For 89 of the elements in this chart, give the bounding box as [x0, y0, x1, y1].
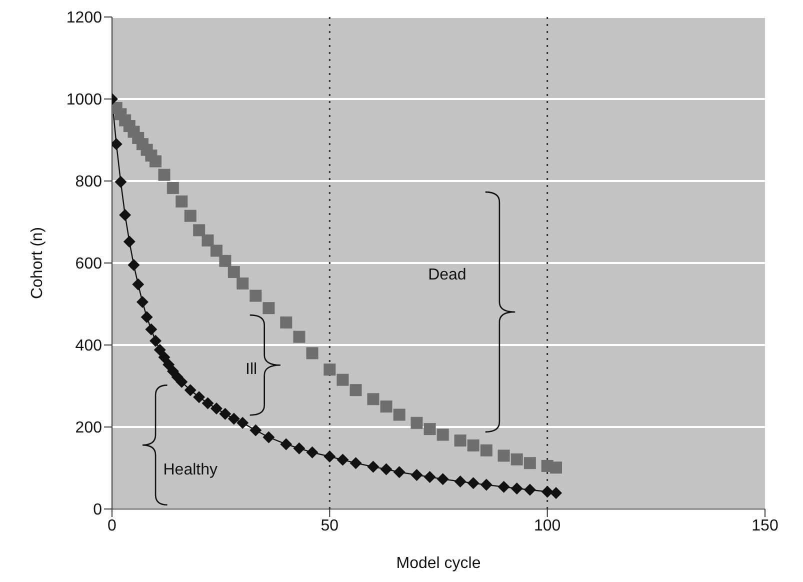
point	[162, 358, 175, 371]
point	[176, 196, 188, 208]
x-tick-label: 150	[752, 517, 778, 534]
point	[280, 438, 292, 450]
point	[293, 330, 306, 343]
point	[150, 334, 162, 347]
point	[454, 434, 466, 447]
point	[193, 224, 206, 236]
point	[293, 442, 306, 454]
y-tick-label: 600	[75, 256, 102, 273]
x-tick-label: 100	[534, 517, 561, 534]
annotation: Healthy	[163, 461, 218, 478]
point	[219, 254, 232, 267]
point	[123, 236, 136, 248]
point	[336, 374, 349, 386]
y-axis-title: Cohort (n)	[29, 226, 46, 300]
point	[262, 431, 275, 444]
point	[524, 457, 536, 470]
annotation: Dead	[428, 266, 466, 284]
point	[324, 450, 336, 463]
point	[380, 463, 392, 476]
point	[306, 347, 318, 360]
y-tick-label: 800	[75, 174, 102, 191]
point	[410, 416, 423, 429]
point	[367, 393, 380, 406]
point	[140, 311, 153, 324]
y-tick-label: 0	[93, 502, 102, 519]
point	[250, 424, 262, 436]
point	[454, 476, 466, 488]
point	[467, 477, 480, 490]
point	[380, 400, 392, 412]
point	[541, 486, 554, 498]
point	[154, 344, 166, 356]
point	[524, 484, 536, 496]
point	[350, 384, 362, 396]
point	[236, 278, 249, 290]
point	[250, 290, 262, 302]
point	[145, 323, 158, 336]
point	[119, 209, 132, 222]
point	[324, 364, 336, 376]
point	[132, 278, 144, 290]
point	[158, 168, 170, 181]
y-tick-label: 1200	[66, 10, 102, 27]
point	[184, 210, 196, 222]
point	[202, 234, 214, 246]
point	[184, 384, 196, 396]
y-tick-label: 400	[75, 338, 102, 355]
point	[510, 453, 523, 466]
point	[228, 266, 240, 278]
point	[550, 462, 562, 474]
point	[424, 471, 436, 484]
point	[228, 412, 240, 425]
point	[467, 439, 480, 452]
point	[393, 466, 406, 478]
point	[350, 457, 362, 470]
annotation: Ill	[246, 361, 258, 378]
point	[393, 408, 406, 421]
y-tick-label: 200	[75, 420, 102, 437]
point	[128, 259, 140, 272]
point	[367, 460, 380, 473]
point	[550, 487, 562, 500]
x-tick-label: 50	[320, 517, 339, 534]
point	[219, 408, 232, 420]
point	[336, 454, 349, 466]
point	[424, 423, 436, 436]
point	[480, 444, 492, 456]
point	[158, 351, 170, 364]
point	[498, 480, 510, 493]
point	[306, 446, 318, 458]
point	[193, 391, 206, 404]
x-tick-label: 0	[108, 517, 117, 534]
point	[480, 478, 492, 491]
point	[114, 176, 127, 188]
point	[498, 450, 510, 462]
y-tick-label: 1000	[66, 92, 102, 109]
point	[210, 244, 222, 257]
point	[280, 316, 292, 328]
point	[436, 428, 449, 441]
point	[510, 482, 523, 494]
point	[166, 182, 179, 194]
x-axis-title: Model cycle	[396, 555, 481, 572]
point	[210, 402, 222, 415]
point	[136, 296, 148, 308]
point	[202, 397, 214, 410]
point	[262, 302, 275, 314]
point	[236, 416, 249, 429]
point	[410, 468, 423, 481]
point	[176, 376, 188, 388]
point	[436, 473, 449, 486]
